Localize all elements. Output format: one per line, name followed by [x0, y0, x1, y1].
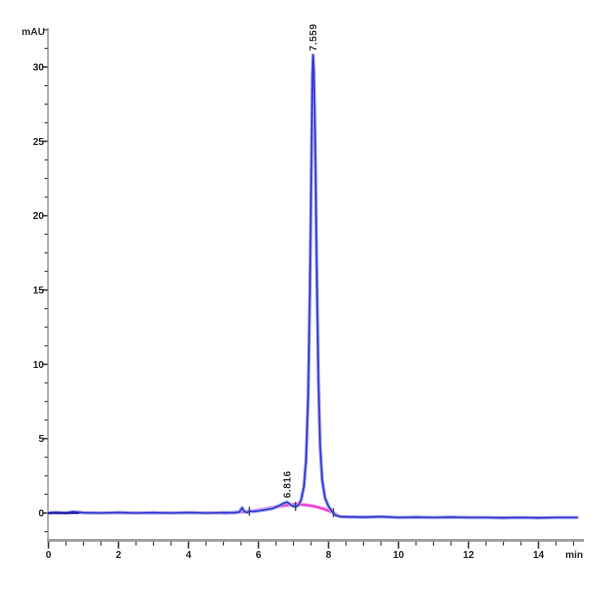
- y-tick-label: 5: [38, 434, 44, 445]
- x-tick-label: 8: [326, 550, 332, 561]
- y-tick-label: 15: [33, 285, 45, 296]
- axis-ticks: 0 5 10 15 20 25 30 0 2 4 6 8 10 12 14: [33, 29, 575, 561]
- y-tick-label: 30: [33, 62, 45, 73]
- peak-retention-time-label: 7.559: [309, 24, 320, 52]
- y-tick-label: 25: [33, 137, 45, 148]
- detector-signal-trace: [47, 54, 578, 519]
- trace-lines: [46, 53, 579, 520]
- x-tick-label: 2: [116, 550, 122, 561]
- x-tick-label: 10: [393, 550, 405, 561]
- y-tick-label: 20: [33, 211, 45, 222]
- detector-signal-halo: [46, 53, 579, 520]
- x-axis-unit-label: min: [565, 550, 583, 561]
- integration-marks: [248, 501, 335, 518]
- x-tick-label: 6: [256, 550, 262, 561]
- x-tick-label: 0: [46, 550, 52, 561]
- peak-labels: 6.816 7.559: [283, 24, 320, 499]
- y-axis-unit-label: mAU: [22, 27, 45, 38]
- x-tick-label: 4: [186, 550, 192, 561]
- y-tick-label: 10: [33, 360, 45, 371]
- y-tick-label: 0: [38, 509, 44, 520]
- x-tick-label: 12: [463, 550, 475, 561]
- peak-retention-time-label: 6.816: [283, 471, 294, 499]
- x-tick-label: 14: [533, 550, 545, 561]
